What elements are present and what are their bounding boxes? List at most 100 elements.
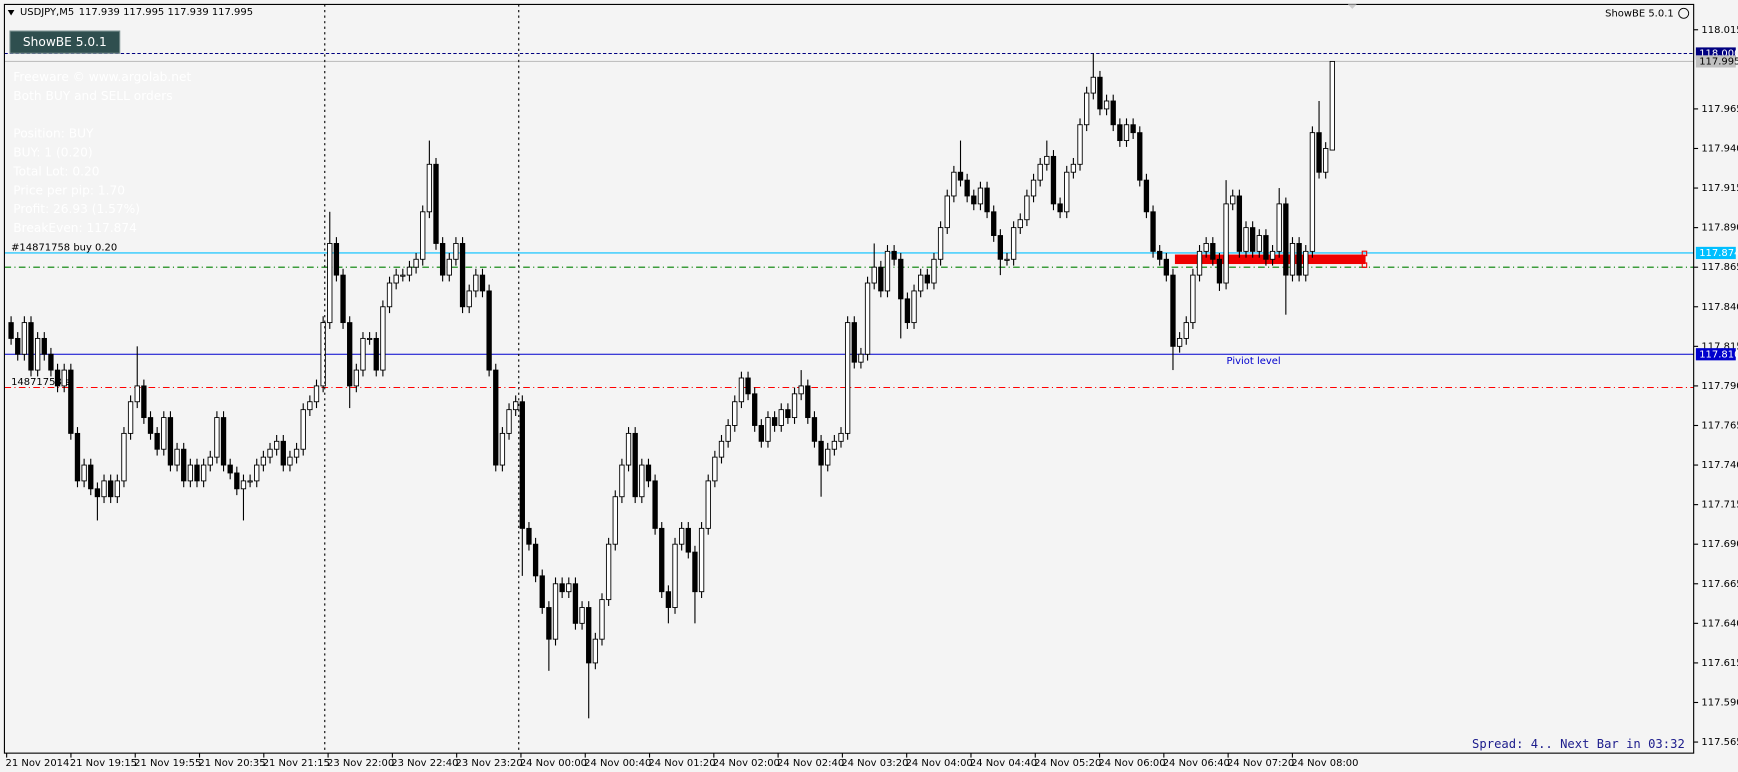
candle-body bbox=[114, 480, 120, 498]
info-line: BreakEven: 117.874 bbox=[13, 221, 137, 235]
x-tick-label: 21 Nov 21:15 bbox=[263, 758, 330, 769]
candle-body bbox=[167, 417, 174, 466]
candle-body bbox=[1296, 243, 1302, 276]
x-tick-label: 21 Nov 2014 bbox=[6, 758, 70, 769]
candle-body bbox=[1037, 163, 1043, 181]
candle-body bbox=[1243, 227, 1249, 252]
candle-body bbox=[1283, 203, 1289, 276]
candle-body bbox=[546, 607, 552, 640]
x-tick-label: 24 Nov 00:00 bbox=[520, 758, 587, 769]
candle-body bbox=[1269, 250, 1276, 260]
candle-body bbox=[904, 298, 911, 324]
candle-body bbox=[645, 464, 652, 482]
candle-body bbox=[161, 417, 167, 450]
candle-body bbox=[174, 448, 180, 466]
candle-body bbox=[446, 258, 452, 276]
menu-arrow[interactable] bbox=[7, 9, 15, 16]
candle-body bbox=[971, 195, 977, 205]
indicator-button[interactable] bbox=[9, 30, 121, 54]
candle-body bbox=[300, 409, 306, 450]
candle-body bbox=[1289, 243, 1296, 276]
candle-body bbox=[220, 417, 227, 466]
candle-body bbox=[825, 448, 831, 466]
candle-body bbox=[1150, 211, 1156, 252]
candle-body bbox=[1117, 124, 1123, 142]
candle-body bbox=[247, 480, 253, 483]
candle-body bbox=[1070, 163, 1077, 173]
candle-body bbox=[1236, 195, 1243, 252]
symbol: USDJPY,M5 bbox=[20, 7, 74, 18]
info-line: Total Lot: 0.20 bbox=[12, 164, 99, 178]
candle-body bbox=[48, 353, 54, 371]
candle-body bbox=[778, 409, 784, 426]
candle-body bbox=[280, 440, 286, 466]
candle-body bbox=[293, 448, 300, 458]
candle-body bbox=[765, 417, 771, 442]
spread-info: Spread: 4.. Next Bar in 03:32 bbox=[1472, 737, 1685, 751]
x-tick-label: 24 Nov 02:00 bbox=[713, 758, 780, 769]
indicator-button-label[interactable]: ShowBE 5.0.1 bbox=[23, 35, 107, 49]
candle-body bbox=[532, 543, 539, 577]
candle-body bbox=[121, 432, 127, 482]
candle-body bbox=[924, 274, 930, 284]
candle-body bbox=[127, 401, 134, 434]
candle-body bbox=[493, 369, 499, 466]
candle-body bbox=[1203, 243, 1209, 252]
candle-body bbox=[54, 369, 61, 387]
candle-body bbox=[918, 274, 924, 292]
y-tick-label: 118.015 bbox=[1701, 25, 1738, 36]
price-tag-label: 117.874 bbox=[1699, 248, 1738, 259]
candle-body bbox=[559, 583, 565, 593]
y-tick-label: 117.965 bbox=[1701, 104, 1738, 115]
candle-body bbox=[858, 353, 864, 363]
x-tick-label: 24 Nov 02:40 bbox=[777, 758, 844, 769]
candle-body bbox=[1196, 250, 1203, 276]
candle-body bbox=[864, 282, 871, 355]
y-tick-label: 117.815 bbox=[1701, 341, 1738, 352]
candle-body bbox=[566, 583, 572, 593]
candle-body bbox=[1017, 219, 1023, 229]
candle-body bbox=[313, 385, 320, 403]
candle-body bbox=[1223, 203, 1229, 284]
candle-body bbox=[194, 464, 200, 482]
candle-body bbox=[506, 409, 512, 434]
candle-body bbox=[679, 527, 685, 545]
x-tick-label: 24 Nov 03:20 bbox=[841, 758, 908, 769]
candle-body bbox=[625, 432, 632, 466]
x-tick-label: 24 Nov 05:20 bbox=[1034, 758, 1101, 769]
y-tick-label: 117.690 bbox=[1701, 539, 1738, 550]
candle-body bbox=[187, 464, 194, 482]
candle-body bbox=[453, 243, 459, 260]
x-tick-label: 21 Nov 19:15 bbox=[70, 758, 137, 769]
price-tag-label: 118.000 bbox=[1699, 49, 1738, 60]
info-line: Both BUY and SELL orders bbox=[13, 89, 172, 103]
y-tick-label: 117.590 bbox=[1701, 697, 1738, 708]
y-tick-label: 117.940 bbox=[1701, 143, 1738, 154]
price-tag bbox=[1695, 55, 1736, 68]
candle-body bbox=[1323, 148, 1329, 173]
candle-body bbox=[752, 393, 758, 426]
candle-body bbox=[725, 425, 731, 442]
x-tick-label: 24 Nov 06:00 bbox=[1098, 758, 1165, 769]
candle-body bbox=[884, 250, 891, 292]
x-tick-label: 24 Nov 00:40 bbox=[584, 758, 651, 769]
candle-body bbox=[1183, 322, 1189, 339]
candle-body bbox=[1084, 92, 1090, 126]
candle-body bbox=[592, 638, 599, 664]
candle-body bbox=[831, 440, 838, 450]
y-tick-label: 117.840 bbox=[1701, 302, 1738, 313]
candle-body bbox=[984, 187, 990, 213]
candle-body bbox=[108, 480, 114, 498]
candle-body bbox=[811, 417, 818, 442]
candle-body bbox=[466, 290, 472, 308]
breakeven-handle bbox=[1361, 250, 1368, 257]
info-line: Position: BUY bbox=[13, 127, 94, 141]
candle-body bbox=[937, 227, 944, 260]
x-tick-label: 23 Nov 22:00 bbox=[327, 758, 394, 769]
candle-body bbox=[771, 417, 778, 426]
candle-body bbox=[134, 385, 140, 403]
candle-body bbox=[380, 306, 386, 371]
x-tick-label: 21 Nov 20:35 bbox=[198, 758, 265, 769]
candle-body bbox=[951, 171, 957, 197]
candle-body bbox=[785, 409, 791, 419]
